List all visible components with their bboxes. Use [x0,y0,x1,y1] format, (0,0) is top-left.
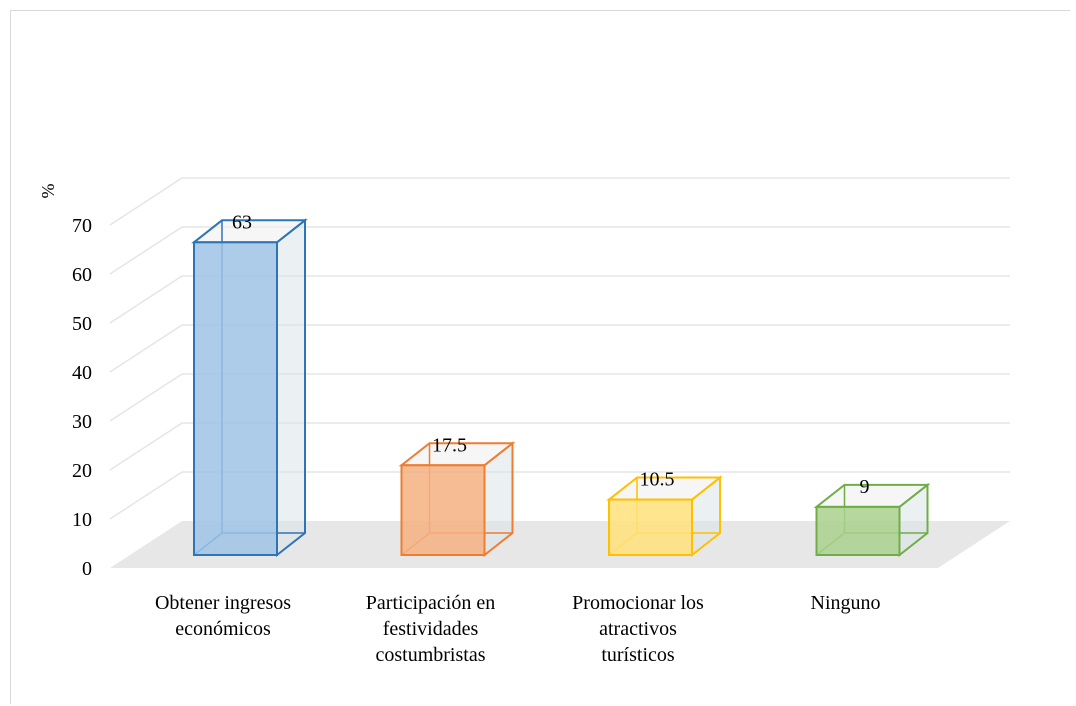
y-tick-label: 10 [72,509,92,531]
bar-side-face [276,218,306,558]
gridline-diagonal [109,422,183,471]
bar-front-face [608,498,693,556]
floor-plane [110,521,1010,568]
data-label: 63 [232,211,252,233]
gridline-diagonal [109,324,183,373]
bar-front-face [815,505,901,556]
y-tick-label: 20 [72,460,92,482]
data-label: 17.5 [432,434,467,456]
chart-floor [110,521,1010,568]
y-tick-label: 50 [72,313,92,335]
data-label: 9 [860,476,870,498]
category-label: Promocionar los atractivos turísticos [572,592,704,666]
y-axis-ticks: 0 10 20 30 40 50 60 70 [72,215,92,580]
y-tick-label: 40 [72,362,92,384]
category-label: Obtener ingresos económicos [155,592,291,640]
bar-front-face [400,464,486,556]
bar [191,218,308,558]
bar [606,475,723,558]
y-axis-label: % [38,184,58,199]
y-tick-label: 70 [72,215,92,237]
data-labels: 63 17.5 10.5 9 [232,211,870,498]
bar-front-face [193,241,278,557]
gridline-diagonal [109,177,183,226]
y-tick-label: 30 [72,411,92,433]
gridlines [109,177,1010,520]
category-labels: Obtener ingresos económicos Participación … [155,592,881,666]
gridline-diagonal [109,373,183,422]
chart-frame [10,10,1070,704]
category-label: Participación en festividades costumbrista… [366,592,495,666]
bar [813,482,931,558]
gridline-diagonal [109,471,183,520]
y-tick-label: 0 [82,558,92,580]
gridline-diagonal [109,226,183,275]
gridline-diagonal [109,275,183,324]
bar [398,441,516,558]
y-tick-label: 60 [72,264,92,286]
bars [191,218,931,558]
category-label: Ninguno [811,592,881,614]
data-label: 10.5 [640,469,675,491]
